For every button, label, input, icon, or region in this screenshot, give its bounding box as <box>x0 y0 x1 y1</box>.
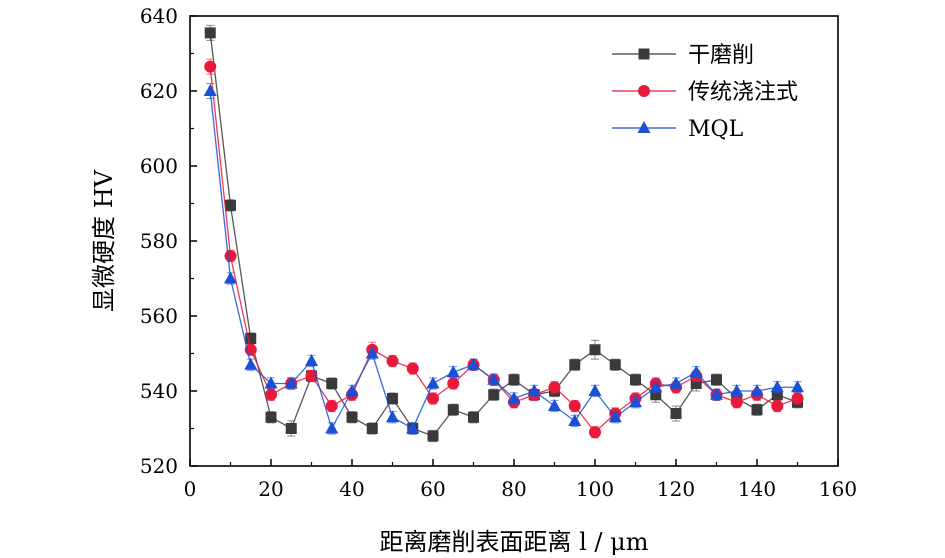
data-point <box>507 391 521 404</box>
data-point <box>751 404 763 416</box>
data-point <box>548 381 561 394</box>
data-point <box>670 408 682 419</box>
data-point <box>386 355 399 367</box>
x-tick-label-4: 80 <box>501 477 526 501</box>
x-tick-label-8: 160 <box>819 477 857 501</box>
legend-marker-0 <box>638 48 650 60</box>
data-point <box>669 376 683 389</box>
data-point <box>548 399 561 411</box>
data-point <box>264 376 278 389</box>
data-point <box>447 377 460 390</box>
data-point <box>689 365 703 378</box>
data-point <box>366 423 378 434</box>
data-point <box>649 380 663 393</box>
x-tick-label-3: 60 <box>420 477 445 501</box>
data-point <box>427 430 439 442</box>
data-point <box>467 357 480 370</box>
data-point <box>791 392 804 405</box>
data-point <box>265 411 277 423</box>
data-point <box>387 393 398 404</box>
y-tick-label-3: 580 <box>140 229 178 253</box>
data-point <box>650 389 662 401</box>
data-point <box>468 411 479 423</box>
data-point <box>588 384 602 396</box>
y-tick-label-2: 560 <box>140 304 178 328</box>
legend-marker-1 <box>638 85 650 97</box>
x-tick-label-1: 20 <box>258 477 283 501</box>
data-point <box>224 250 237 262</box>
legend-label-1: 传统浇注式 <box>688 80 798 105</box>
data-point <box>284 376 298 389</box>
data-point <box>204 60 217 73</box>
data-point <box>710 387 723 400</box>
data-point <box>203 84 217 96</box>
data-point <box>771 389 783 401</box>
data-point <box>245 333 257 344</box>
data-point <box>224 271 237 284</box>
x-tick-label-5: 100 <box>576 477 614 501</box>
data-point <box>589 344 601 356</box>
data-point <box>770 380 784 393</box>
y-tick-label-0: 520 <box>140 454 178 478</box>
y-tick-label-4: 600 <box>140 154 178 178</box>
data-point <box>569 359 581 371</box>
data-point <box>326 378 338 389</box>
x-axis-title: 距离磨削表面距离 l / μm <box>379 528 648 556</box>
data-point <box>690 378 702 389</box>
axis-ticks: 0 20 40 60 80 100 120 140 160 520 540 560 580 600 620 6… <box>140 4 857 501</box>
data-point <box>447 404 459 416</box>
x-tick-label-6: 120 <box>657 477 695 501</box>
data-point <box>225 199 236 211</box>
data-point <box>325 421 339 434</box>
y-tick-label-5: 620 <box>140 79 178 103</box>
data-point <box>791 380 804 393</box>
legend-label-0: 干磨削 <box>688 43 754 68</box>
data-point <box>609 359 621 371</box>
data-point <box>446 365 460 378</box>
legend-marker-2 <box>637 121 651 133</box>
data-point <box>730 396 743 409</box>
data-point <box>527 384 541 396</box>
data-point <box>589 426 601 439</box>
data-point <box>629 395 642 408</box>
data-point <box>265 388 277 401</box>
data-point <box>345 384 359 396</box>
data-point <box>427 392 439 405</box>
data-point <box>568 400 581 412</box>
data-point <box>386 410 399 423</box>
series-2 <box>203 83 804 435</box>
data-point <box>508 374 520 386</box>
y-tick-label-6: 640 <box>140 4 178 28</box>
y-axis-title: 显微硬度 HV <box>90 169 118 312</box>
x-tick-label-7: 140 <box>738 477 776 501</box>
y-tick-label-1: 540 <box>140 379 178 403</box>
data-point <box>750 384 764 396</box>
data-point <box>487 372 501 385</box>
data-point <box>305 354 318 366</box>
data-point <box>568 414 582 426</box>
data-point <box>244 357 258 370</box>
data-point <box>426 376 440 389</box>
data-point <box>608 410 622 423</box>
data-point <box>771 400 784 412</box>
data-point <box>406 362 419 375</box>
data-point <box>488 389 500 401</box>
data-point <box>730 384 744 396</box>
data-point <box>406 421 420 434</box>
data-point <box>285 423 297 434</box>
data-point <box>711 374 722 386</box>
data-point <box>630 374 641 386</box>
data-point <box>325 400 338 412</box>
data-point <box>365 346 379 359</box>
data-point <box>346 411 358 423</box>
plot-area <box>203 24 804 443</box>
x-tick-label-0: 0 <box>184 477 197 501</box>
x-tick-label-2: 40 <box>339 477 364 501</box>
data-point <box>204 27 216 39</box>
legend-label-2: MQL <box>688 117 744 142</box>
